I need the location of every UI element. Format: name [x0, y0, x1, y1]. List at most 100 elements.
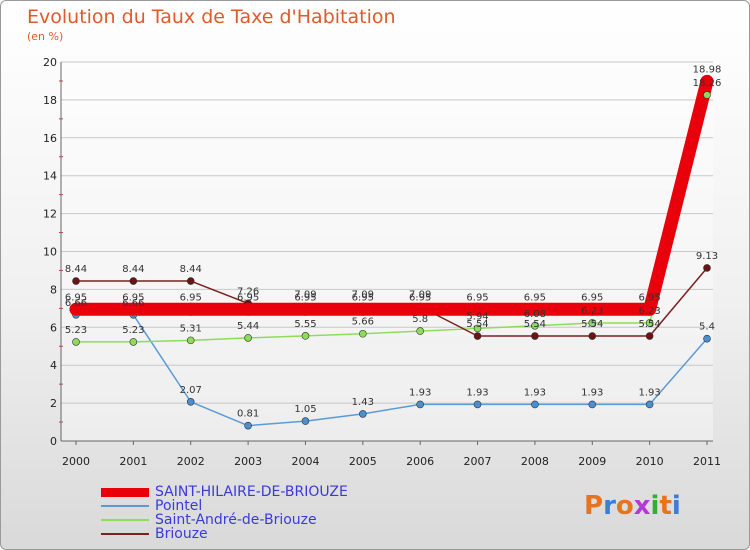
data-point — [473, 332, 482, 340]
data-point — [528, 302, 542, 316]
data-point — [359, 329, 367, 338]
data-label: 6.23 — [581, 306, 603, 317]
x-tick-label: 2000 — [62, 455, 90, 468]
proxiti-logo: Proxiti — [584, 491, 681, 521]
y-tick-label: 8 — [50, 283, 57, 296]
logo-letter: o — [615, 491, 634, 521]
data-point — [72, 338, 80, 346]
data-label: 1.93 — [524, 387, 546, 398]
data-label: 5.55 — [294, 319, 316, 330]
data-label: 18.98 — [693, 64, 722, 75]
data-point — [69, 302, 83, 316]
data-point — [473, 324, 482, 333]
data-label: 6.95 — [122, 292, 144, 303]
x-tick-label: 2001 — [119, 455, 147, 468]
logo-letter: i — [650, 491, 660, 521]
data-point — [298, 302, 312, 316]
data-label: 5.54 — [639, 319, 661, 330]
data-point — [416, 327, 424, 335]
data-label: 6.95 — [65, 292, 87, 303]
legend-item: Pointel — [101, 499, 348, 513]
y-tick-label: 18 — [43, 94, 57, 107]
data-point — [413, 302, 427, 316]
data-point — [703, 91, 711, 99]
data-label: 5.4 — [699, 322, 715, 333]
data-point — [473, 400, 482, 409]
data-label: 7.09 — [409, 290, 431, 301]
data-label: 6.95 — [180, 292, 202, 303]
data-point — [359, 410, 367, 418]
logo-letter: x — [633, 491, 651, 521]
data-point — [129, 338, 138, 346]
data-label: 7.09 — [294, 290, 316, 301]
x-tick-label: 2003 — [234, 455, 262, 468]
data-label: 18.26 — [693, 78, 722, 89]
data-label: 6.95 — [639, 292, 661, 303]
data-point — [126, 302, 140, 316]
x-tick-label: 2002 — [177, 455, 205, 468]
data-label: 5.8 — [412, 314, 428, 325]
y-tick-label: 14 — [43, 170, 57, 183]
data-label: 8.44 — [122, 264, 144, 275]
logo-letter: r — [603, 491, 616, 521]
data-point — [585, 302, 599, 316]
data-point — [588, 400, 597, 409]
data-label: 1.43 — [352, 397, 374, 408]
data-point — [184, 302, 198, 316]
data-point — [531, 400, 539, 409]
legend-swatch — [101, 533, 149, 535]
data-point — [186, 336, 195, 345]
data-label: 6.95 — [581, 292, 603, 303]
data-point — [186, 277, 195, 285]
data-point — [301, 417, 310, 425]
data-point — [129, 277, 138, 285]
series-line-saint-andr-de-briouze — [75, 94, 708, 343]
data-point — [471, 302, 485, 316]
data-point — [241, 302, 255, 316]
data-label: 6.66 — [65, 298, 87, 309]
y-tick-label: 16 — [43, 132, 57, 145]
x-tick-label: 2008 — [521, 455, 549, 468]
y-tick-label: 4 — [50, 359, 57, 372]
y-tick-label: 2 — [50, 397, 57, 410]
data-label: 1.93 — [409, 387, 431, 398]
x-tick-label: 2011 — [693, 455, 721, 468]
y-tick-label: 0 — [50, 435, 57, 448]
data-label: 0.81 — [237, 409, 259, 420]
legend-item: SAINT-HILAIRE-DE-BRIOUZE — [101, 485, 348, 499]
logo-letter: i — [671, 491, 681, 521]
data-label: 6.95 — [409, 292, 431, 303]
data-point — [72, 277, 80, 285]
data-point — [186, 397, 195, 406]
data-label: 6.66 — [122, 298, 144, 309]
series-line-saint-hilaire-de-briouze — [69, 74, 714, 316]
data-label: 5.23 — [122, 325, 144, 336]
data-label: 6.95 — [294, 292, 316, 303]
y-tick-label: 6 — [50, 321, 57, 334]
data-point — [531, 332, 539, 340]
data-label: 9.13 — [696, 251, 718, 262]
data-point — [244, 334, 252, 342]
data-label: 6.23 — [639, 306, 661, 317]
data-point — [643, 302, 657, 316]
series-line-pointel — [75, 314, 708, 427]
data-label: 1.05 — [294, 404, 316, 415]
data-label: 6.95 — [466, 292, 488, 303]
data-label: 5.44 — [237, 321, 259, 332]
legend: SAINT-HILAIRE-DE-BRIOUZE Pointel Saint-And… — [101, 485, 348, 541]
chart-subtitle: (en %) — [27, 30, 64, 43]
data-label: 1.93 — [581, 387, 603, 398]
data-label: 6.08 — [524, 309, 546, 320]
y-tick-label: 10 — [43, 246, 57, 259]
data-label: 5.54 — [581, 319, 603, 330]
legend-swatch — [101, 505, 149, 507]
x-tick-label: 2004 — [291, 455, 319, 468]
data-point — [703, 264, 711, 272]
logo-letter: t — [659, 491, 672, 521]
data-label: 6.95 — [237, 292, 259, 303]
data-label: 6.95 — [524, 292, 546, 303]
data-label: 8.44 — [180, 264, 202, 275]
data-point — [356, 302, 370, 316]
